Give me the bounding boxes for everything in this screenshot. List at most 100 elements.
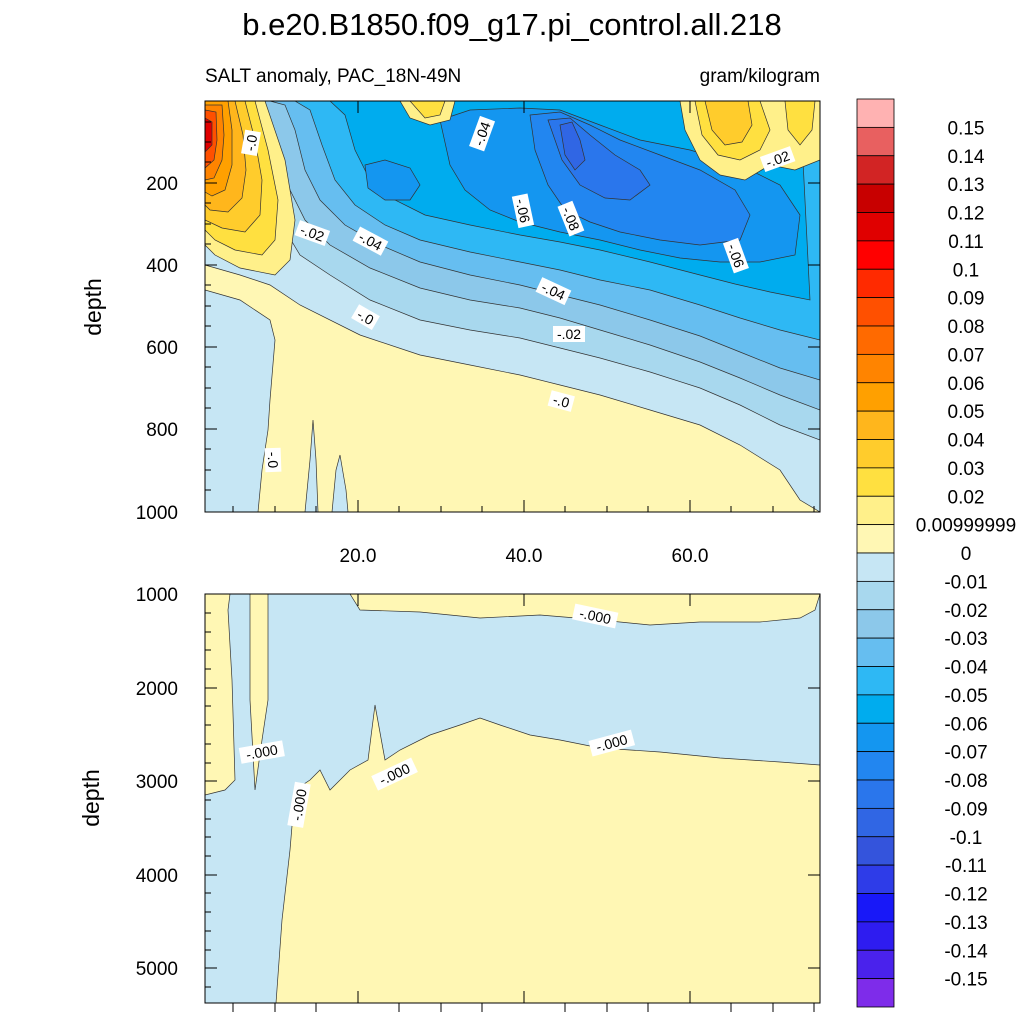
contour-label: -.000 [288,788,309,822]
x-tick-label: 40.0 [506,546,543,567]
colorbar-swatch [856,183,895,213]
contour-label: -.02 [764,147,792,170]
colorbar-swatch [856,155,895,185]
colorbar-label: 0.1 [953,260,979,281]
colorbar-label: -0.01 [944,572,987,593]
colorbar-swatch [856,893,895,923]
colorbar-label: 0.13 [948,175,985,196]
colorbar-swatch [856,978,895,1008]
x-tick-label: 20.0 [340,546,377,567]
x-tick-label: 60.0 [672,546,709,567]
colorbar-label: 0.14 [948,147,985,168]
colorbar-swatch [856,722,895,753]
y-tick-label: 5000 [136,959,178,980]
contour-label: -.0 [354,306,376,328]
colorbar-label: 0 [961,544,972,565]
colorbar-label: -0.13 [944,913,987,934]
colorbar-swatch [856,410,895,440]
contour-label: -.02 [298,221,326,244]
colorbar-swatch [856,495,895,526]
y-axis-label: depth [78,769,104,827]
subtitle-left: SALT anomaly, PAC_18N-49N [205,66,461,87]
colorbar-label: 0.02 [948,487,985,508]
y-tick-label: 200 [146,174,178,195]
contour-label: -.000 [245,741,279,762]
upper-contour-labels: -.0 -.04 -.02 -.02 -.04 -.06 -.08 -.06 -… [241,115,796,473]
colorbar-swatch [856,98,895,128]
colorbar-label: -0.02 [944,601,987,622]
colorbar-swatch [856,353,895,384]
lower-y-axis: 1000 2000 3000 4000 5000 depth [78,585,820,988]
colorbar-label: 0.00999999 [916,516,1016,537]
colorbar-label: 0.07 [948,345,985,366]
lower-contour-labels: -.000 -.000 -.000 -.000 -.000 [238,603,636,828]
colorbar-swatch [856,382,895,412]
colorbar-swatch [856,126,895,157]
colorbar-swatch [856,580,895,611]
colorbar-swatch [856,751,895,781]
colorbar-swatch [856,949,895,980]
upper-contour-field [205,101,820,512]
colorbar-swatch [856,864,895,894]
lower-panel: -.000 -.000 -.000 -.000 -.000 1000 2000 … [78,585,821,1012]
colorbar-label: -0.09 [944,799,987,820]
lower-x-axis [232,594,815,1012]
colorbar-swatch [856,524,895,554]
colorbar-swatch [856,637,895,667]
colorbar-label: 0.05 [948,402,985,423]
colorbar-swatch [856,552,895,582]
y-tick-label: 800 [146,420,178,441]
colorbar-swatch [856,666,895,696]
y-axis-label: depth [80,278,106,336]
y-tick-label: 4000 [136,866,178,887]
lower-plot-frame [204,593,821,1004]
colorbar-label: -0.14 [944,941,988,962]
colorbar-swatch [856,297,895,327]
upper-y-axis: 200 400 600 800 1000 depth [80,121,820,524]
colorbar-label: -0.04 [944,658,988,679]
colorbar-label: -0.15 [944,970,987,991]
colorbar-label: 0.12 [948,204,985,225]
colorbar-label: 0.03 [948,459,985,480]
colorbar-swatch [856,694,895,724]
contour-label: -.06 [513,197,534,224]
colorbar-label: 0.06 [948,374,985,395]
subtitle-right: gram/kilogram [700,66,820,87]
colorbar-swatch [856,325,895,355]
colorbar-swatch [856,807,895,838]
colorbar-label: -0.07 [944,743,987,764]
colorbar-swatch [856,212,895,242]
colorbar-swatch [856,268,895,299]
contour-label: -.02 [557,326,581,342]
colorbar-label: -0.05 [944,686,987,707]
contour-label: -.000 [578,605,613,627]
upper-panel: -.0 -.04 -.02 -.02 -.04 -.06 -.08 -.06 -… [80,100,821,567]
colorbar-swatch [856,439,895,469]
y-tick-label: 400 [146,256,178,277]
colorbar-label: -0.03 [944,629,987,650]
colorbar-swatch [856,467,895,497]
y-tick-label: 3000 [136,772,178,793]
colorbar-label: -0.11 [945,856,987,877]
contour-label: -.0 [265,452,282,469]
colorbar-label: -0.1 [950,828,983,849]
contour-label: -.06 [724,242,747,270]
contour-label: -.0 [242,133,261,152]
colorbar-label: 0.08 [948,317,985,338]
contour-label: -.0 [551,391,571,411]
upper-x-axis: 20.0 40.0 60.0 [232,101,815,567]
colorbar-label: 0.15 [948,118,985,139]
colorbar-label: 0.11 [948,232,984,253]
y-tick-label: 2000 [136,679,178,700]
colorbar-label: -0.12 [944,885,987,906]
colorbar-label: 0.04 [948,431,985,452]
colorbar-label: -0.06 [944,714,987,735]
colorbar-swatch [856,921,895,951]
colorbar-label: 0.09 [948,289,985,310]
y-tick-label: 1000 [136,503,178,524]
colorbar: 0.15 0.14 0.13 0.12 0.11 0.1 0.09 0.08 0.07 0.06 0… [856,98,1016,1008]
colorbar-swatch [856,240,895,270]
colorbar-swatch [856,609,895,639]
colorbar-swatch [856,779,895,809]
